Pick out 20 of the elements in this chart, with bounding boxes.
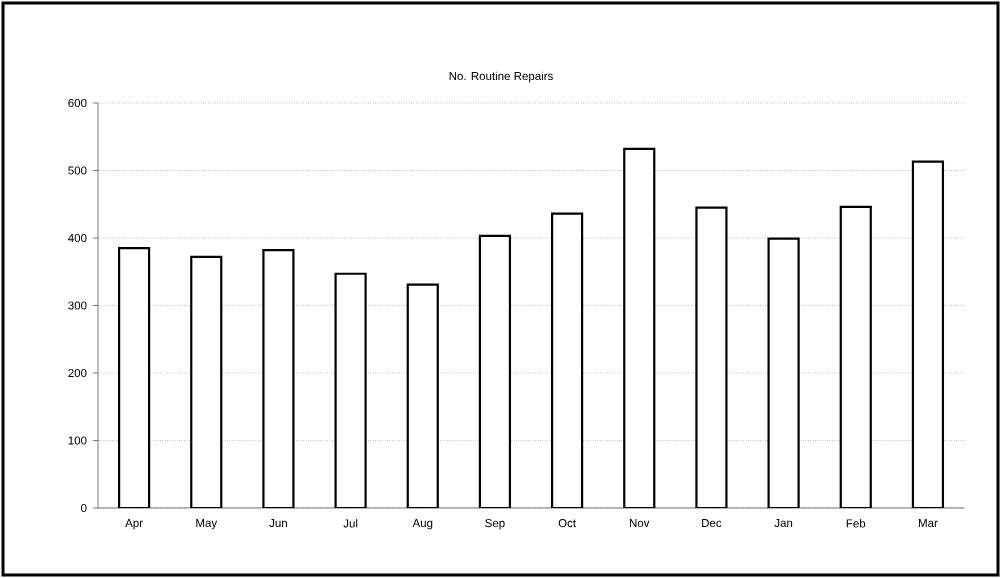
y-tick-label: 500 bbox=[68, 166, 87, 175]
x-tick-label: May bbox=[196, 519, 218, 530]
y-tick-label: 100 bbox=[68, 436, 87, 445]
y-tick-label: 0 bbox=[81, 503, 87, 513]
x-tick-label: Sep bbox=[485, 519, 505, 530]
y-tick-label: 300 bbox=[68, 301, 87, 310]
x-tick-label: Jan bbox=[774, 519, 793, 528]
x-tick-label: Nov bbox=[629, 519, 650, 528]
x-tick-label: Jul bbox=[343, 519, 358, 528]
x-tick-label: Jun bbox=[269, 519, 287, 528]
chart-title: No. Routine Repairs bbox=[449, 71, 553, 83]
x-tick-label: Apr bbox=[125, 519, 143, 530]
x-tick-label: Oct bbox=[558, 519, 576, 528]
x-tick-label: Dec bbox=[702, 519, 722, 528]
y-tick-label: 400 bbox=[68, 233, 87, 243]
x-tick-label: Feb bbox=[846, 519, 866, 528]
y-tick-label: 200 bbox=[68, 368, 87, 378]
x-tick-label: Mar bbox=[918, 519, 938, 528]
x-tick-label: Aug bbox=[412, 519, 433, 530]
y-tick-label: 600 bbox=[68, 98, 87, 108]
